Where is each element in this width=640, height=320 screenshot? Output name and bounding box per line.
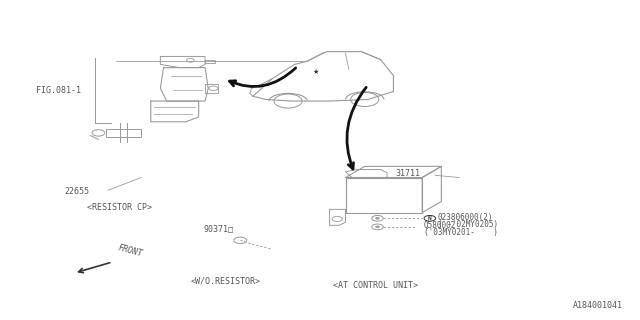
Text: A184001041: A184001041	[573, 301, 623, 310]
Text: 22655: 22655	[65, 187, 90, 196]
Text: FIG.081-1: FIG.081-1	[36, 86, 81, 95]
Text: ( -'02MY0205): ( -'02MY0205)	[438, 220, 498, 228]
Text: 023806000(2): 023806000(2)	[438, 213, 493, 222]
Circle shape	[376, 217, 380, 219]
Text: ★: ★	[312, 69, 319, 75]
Circle shape	[376, 226, 380, 228]
Text: 31711: 31711	[396, 169, 420, 178]
Text: N: N	[428, 216, 432, 221]
Text: ('03MY0201-    ): ('03MY0201- )	[424, 228, 498, 237]
Text: FRONT: FRONT	[118, 243, 144, 258]
Text: <AT CONTROL UNIT>: <AT CONTROL UNIT>	[333, 281, 418, 290]
Text: 90371□: 90371□	[204, 224, 234, 233]
Text: <W/O.RESISTOR>: <W/O.RESISTOR>	[191, 276, 261, 285]
Text: <RESISTOR CP>: <RESISTOR CP>	[87, 203, 152, 212]
Text: Q580002: Q580002	[424, 221, 456, 230]
